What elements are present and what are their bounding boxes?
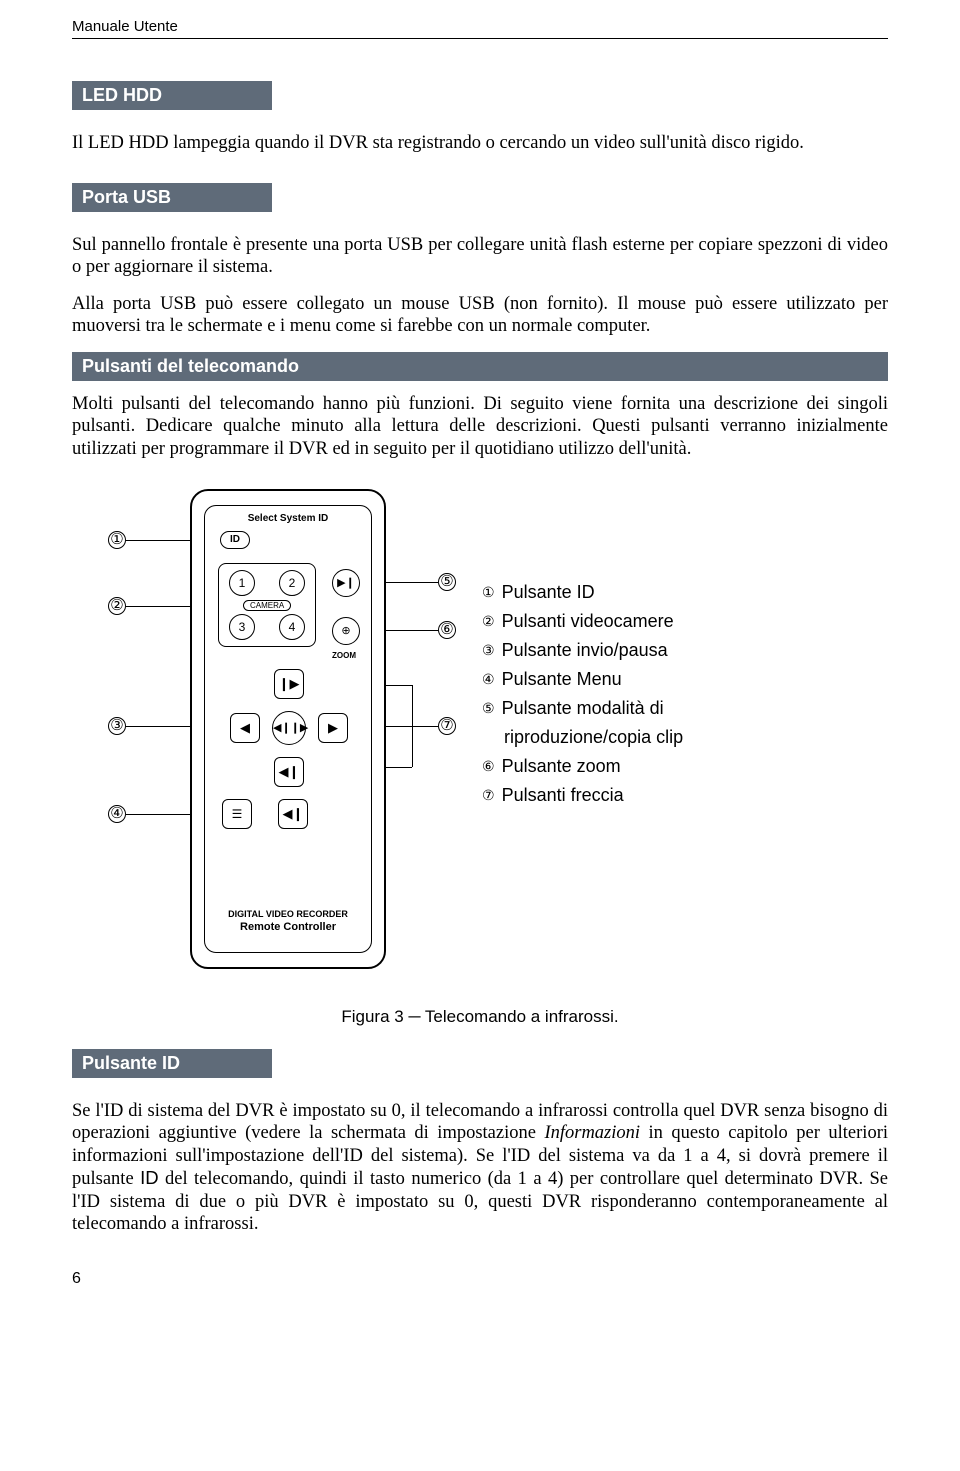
callout-7: ⑦ (438, 717, 456, 735)
remote-brand-1: DIGITAL VIDEO RECORDER (192, 909, 384, 919)
label-select-system-id: Select System ID (192, 513, 384, 524)
legend-item-4: ④ Pulsante Menu (482, 666, 888, 693)
remote-body: Select System ID ID 1 2 CAMERA 3 4 ▶❙ ⊕ … (190, 489, 386, 969)
para-porta-usb-1: Sul pannello frontale è presente una por… (72, 234, 888, 279)
heading-pulsante-id: Pulsante ID (72, 1049, 272, 1078)
legend-item-7: ⑦ Pulsanti freccia (482, 782, 888, 809)
legend-item-2: ② Pulsanti videocamere (482, 608, 888, 635)
camera-panel: 1 2 CAMERA 3 4 (218, 563, 316, 647)
heading-porta-usb: Porta USB (72, 183, 272, 212)
legend-item-3: ③ Pulsante invio/pausa (482, 637, 888, 664)
camera-btn-4: 4 (279, 614, 305, 640)
camera-panel-label: CAMERA (243, 600, 291, 611)
page-number: 6 (72, 1270, 888, 1288)
figure-caption: Figura 3 ─ Telecomando a infrarossi. (72, 1007, 888, 1027)
para-pulsanti-telecomando: Molti pulsanti del telecomando hanno più… (72, 393, 888, 461)
figure-remote: ① ② ③ ④ ⑤ ⑥ ⑦ Select System ID ID (72, 489, 888, 969)
callout-2: ② (108, 597, 126, 615)
zoom-button: ⊕ (332, 617, 360, 645)
callout-7-vline (412, 685, 413, 767)
callout-6: ⑥ (438, 621, 456, 639)
legend: ① Pulsante ID ② Pulsanti videocamere ③ P… (482, 489, 888, 811)
running-header: Manuale Utente (72, 18, 888, 39)
camera-btn-1: 1 (229, 570, 255, 596)
button-id: ID (220, 531, 250, 549)
para-led-hdd: Il LED HDD lampeggia quando il DVR sta r… (72, 132, 888, 155)
dpad-left: ◀ (230, 713, 260, 743)
step-back-button: ◀❙ (278, 799, 308, 829)
remote-brand-2: Remote Controller (192, 921, 384, 933)
dpad-center: ◀❙❙▶ (272, 711, 306, 745)
callout-1: ① (108, 531, 126, 549)
mode-button: ▶❙ (332, 569, 360, 597)
dpad-down: ◀❙ (274, 757, 304, 787)
dpad-up: ❙▶ (274, 669, 304, 699)
camera-btn-2: 2 (279, 570, 305, 596)
heading-led-hdd: LED HDD (72, 81, 272, 110)
camera-btn-3: 3 (229, 614, 255, 640)
remote-diagram: ① ② ③ ④ ⑤ ⑥ ⑦ Select System ID ID (72, 489, 462, 969)
heading-pulsanti-telecomando: Pulsanti del telecomando (72, 352, 888, 381)
legend-item-5b: riproduzione/copia clip (482, 724, 888, 751)
legend-item-6: ⑥ Pulsante zoom (482, 753, 888, 780)
para-pulsante-id: Se l'ID di sistema del DVR è impostato s… (72, 1100, 888, 1236)
callout-5: ⑤ (438, 573, 456, 591)
dpad: ❙▶ ◀ ◀❙❙▶ ▶ ◀❙ (230, 669, 348, 787)
legend-item-5: ⑤ Pulsante modalità di (482, 695, 888, 722)
para-porta-usb-2: Alla porta USB può essere collegato un m… (72, 293, 888, 338)
dpad-right: ▶ (318, 713, 348, 743)
callout-4: ④ (108, 805, 126, 823)
zoom-label: ZOOM (332, 651, 356, 660)
callout-3: ③ (108, 717, 126, 735)
menu-button: ☰ (222, 799, 252, 829)
legend-item-1: ① Pulsante ID (482, 579, 888, 606)
